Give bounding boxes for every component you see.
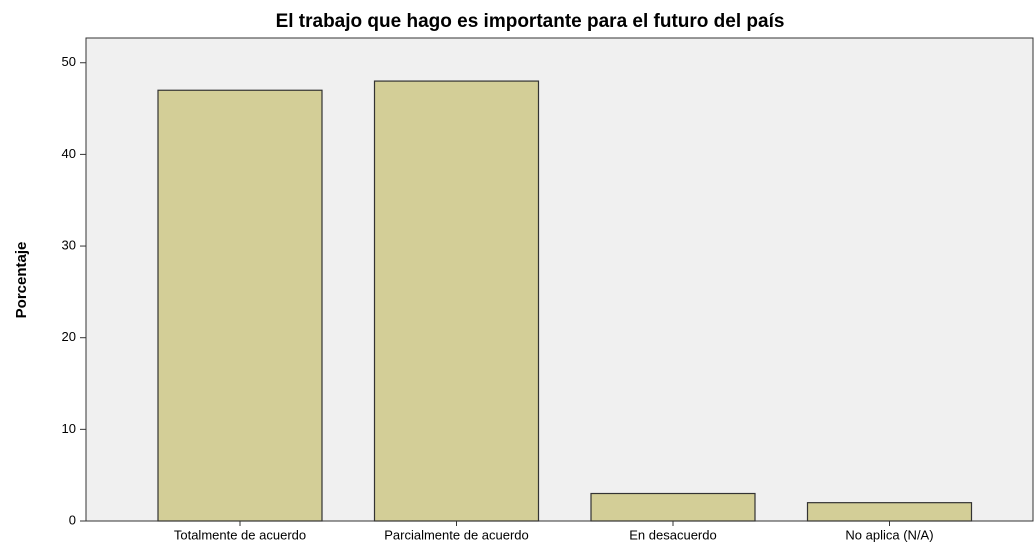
chart-title: El trabajo que hago es importante para e… bbox=[276, 11, 785, 32]
y-tick-label: 0 bbox=[69, 512, 76, 527]
bar bbox=[373, 80, 540, 522]
bar bbox=[157, 89, 323, 522]
y-tick-label: 50 bbox=[62, 54, 76, 69]
y-tick-label: 40 bbox=[62, 146, 76, 161]
x-tick-label: Totalmente de acuerdo bbox=[174, 527, 306, 542]
y-axis-label: Porcentaje bbox=[13, 242, 30, 319]
x-tick-label: Parcialmente de acuerdo bbox=[384, 527, 529, 542]
x-tick-label: En desacuerdo bbox=[629, 527, 716, 542]
y-tick-label: 10 bbox=[62, 421, 76, 436]
bar bbox=[806, 502, 973, 522]
x-tick-label: No aplica (N/A) bbox=[845, 527, 933, 542]
y-tick-label: 20 bbox=[62, 329, 76, 344]
y-tick-label: 30 bbox=[62, 237, 76, 252]
bar bbox=[590, 492, 756, 522]
